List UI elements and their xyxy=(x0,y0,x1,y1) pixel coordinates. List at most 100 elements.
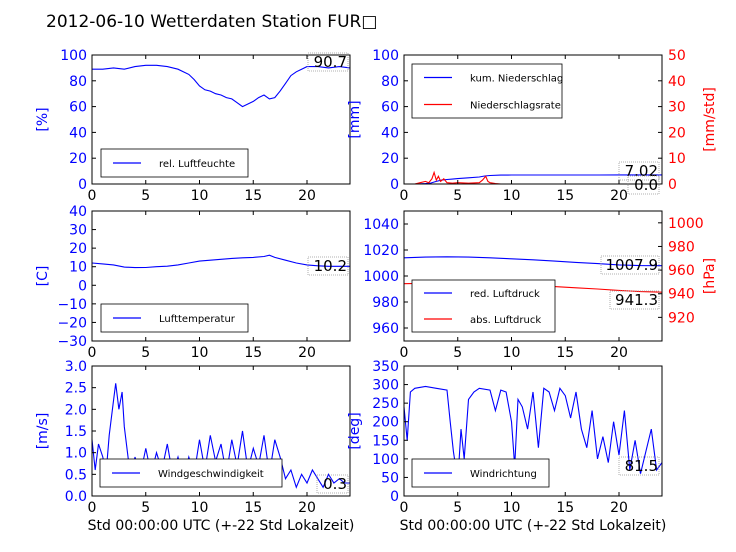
y-tick-label: 100 xyxy=(60,48,87,64)
x-tick-label: 15 xyxy=(556,345,574,361)
x-tick-label: 5 xyxy=(453,188,462,204)
legend-label-rel-luftfeuchte: rel. Luftfeuchte xyxy=(159,159,235,170)
series-line-red-luftdruck xyxy=(403,256,663,267)
x-tick-label: 15 xyxy=(244,500,262,516)
legend: Windrichtung xyxy=(411,458,550,488)
chart-panel-3: 0 5 10 15 20 −30 −20 −10 0 10 20 30 40 [C] Lufttempera… xyxy=(35,204,351,361)
legend: Windgeschwindigkeit xyxy=(99,458,283,488)
legend: kum. Niederschlag Niederschlagsrate xyxy=(411,63,563,119)
series-line-rel-luftfeuchte xyxy=(92,64,351,108)
x-tick-label: 5 xyxy=(453,345,462,361)
x-tick-label: 20 xyxy=(610,345,628,361)
y-right-tick-label: 40 xyxy=(668,74,686,90)
x-tick-label: 10 xyxy=(503,500,521,516)
y-tick-label: 1000 xyxy=(363,269,399,285)
y-tick-label: 100 xyxy=(372,452,399,468)
chart-panel-4: 0 5 10 15 20 960 980 1000 1020 1040 920 940 960 980 10… xyxy=(363,210,718,361)
x-axis-label: Std 00:00:00 UTC (+-22 Std Lokalzeit) xyxy=(400,518,667,534)
y-right-tick-label: 940 xyxy=(668,287,695,303)
value-box-1: 0.3 xyxy=(323,475,347,493)
y-tick-label: −20 xyxy=(57,315,87,331)
x-tick-label: 10 xyxy=(191,500,209,516)
x-tick-label: 0 xyxy=(88,500,97,516)
legend-label-abs-luftdruck: abs. Luftdruck xyxy=(470,315,541,326)
series-line-windrichtung xyxy=(403,385,663,482)
y-tick-label: 20 xyxy=(69,241,87,257)
plot-frame xyxy=(403,365,663,497)
y-tick-label: 2.0 xyxy=(65,402,87,418)
legend: red. Luftdruck abs. Luftdruck xyxy=(411,279,556,333)
y-tick-label: 1020 xyxy=(363,243,399,259)
y-axis-label: [C] xyxy=(35,266,51,287)
x-tick-label: 15 xyxy=(556,500,574,516)
y-right-tick-label: 30 xyxy=(668,100,686,116)
x-tick-label: 10 xyxy=(503,345,521,361)
y-tick-label: 2.5 xyxy=(65,381,87,397)
y-tick-label: 20 xyxy=(381,151,399,167)
x-tick-label: 15 xyxy=(244,345,262,361)
y-tick-label: 200 xyxy=(372,415,399,431)
legend-label-lufttemperatur: Lufttemperatur xyxy=(159,314,236,325)
y-tick-label: 0 xyxy=(390,489,399,505)
series-line-lufttemperatur xyxy=(91,254,350,269)
x-tick-label: 15 xyxy=(244,188,262,204)
y-tick-label: 3.0 xyxy=(65,359,87,375)
y-tick-label: 0 xyxy=(78,278,87,294)
x-tick-label: 5 xyxy=(141,188,150,204)
x-tick-label: 15 xyxy=(556,188,574,204)
y-right-tick-label: 20 xyxy=(668,125,686,141)
x-tick-label: 5 xyxy=(141,500,150,516)
y-axis-label: [m/s] xyxy=(35,413,51,450)
x-tick-label: 20 xyxy=(298,345,316,361)
y-tick-label: 80 xyxy=(381,74,399,90)
value-box-1: 7.02 xyxy=(625,162,658,180)
x-tick-label: 20 xyxy=(610,188,628,204)
y-tick-label: 1.5 xyxy=(65,424,87,440)
y-tick-label: 30 xyxy=(69,223,87,239)
y-right-tick-label: 0 xyxy=(668,177,677,193)
x-tick-label: 0 xyxy=(400,500,409,516)
legend-label-windgeschwindigkeit: Windgeschwindigkeit xyxy=(158,469,264,480)
x-tick-label: 10 xyxy=(191,345,209,361)
y-tick-label: 980 xyxy=(372,295,399,311)
y-tick-label: 350 xyxy=(372,359,399,375)
legend-label-niederschlagsrate: Niederschlagsrate xyxy=(470,101,561,112)
legend-label-windrichtung: Windrichtung xyxy=(470,469,537,480)
x-tick-label: 20 xyxy=(298,188,316,204)
y-right-tick-label: 920 xyxy=(668,310,695,326)
y-tick-label: 1.0 xyxy=(65,446,87,462)
y-axis-label: [deg] xyxy=(347,412,363,449)
y-right-tick-label: 960 xyxy=(668,263,695,279)
value-box-frame-1 xyxy=(307,256,349,276)
chart-panel-2: 0 5 10 15 20 0 20 40 60 80 100 0 10 20 30 40 50 [mm] [mm/s… xyxy=(347,48,718,204)
y-tick-label: −10 xyxy=(57,297,87,313)
legend: rel. Luftfeuchte xyxy=(100,148,249,178)
x-axis-label: Std 00:00:00 UTC (+-22 Std Lokalzeit) xyxy=(88,518,355,534)
y-axis-label: [%] xyxy=(35,107,51,131)
x-tick-label: 20 xyxy=(610,500,628,516)
y-tick-label: −30 xyxy=(57,334,87,350)
y-tick-label: 40 xyxy=(69,204,87,220)
series-line-kum-niederschlag xyxy=(404,174,662,185)
x-tick-label: 20 xyxy=(298,500,316,516)
legend-box xyxy=(411,63,563,119)
y-tick-label: 250 xyxy=(372,396,399,412)
y-right-tick-label: 980 xyxy=(668,239,695,255)
y-right-axis-label: [mm/std] xyxy=(702,87,718,152)
y-tick-label: 20 xyxy=(69,151,87,167)
y-tick-label: 960 xyxy=(372,321,399,337)
chart-panel-5: 0 5 10 15 20 0.0 0.5 1.0 1.5 2.0 2.5 3.0 [m/s] Std 00… xyxy=(35,359,354,534)
legend-box xyxy=(411,279,556,333)
plot-frame xyxy=(91,54,351,185)
x-tick-label: 0 xyxy=(400,188,409,204)
y-tick-label: 150 xyxy=(372,433,399,449)
value-box-2: 0.0 xyxy=(634,176,658,194)
legend: Lufttemperatur xyxy=(100,303,249,333)
legend-label-red-luftdruck: red. Luftdruck xyxy=(470,289,540,300)
x-tick-label: 0 xyxy=(88,188,97,204)
y-tick-label: 40 xyxy=(69,125,87,141)
y-axis-label: [mm] xyxy=(347,100,363,138)
y-right-tick-label: 1000 xyxy=(668,216,704,232)
